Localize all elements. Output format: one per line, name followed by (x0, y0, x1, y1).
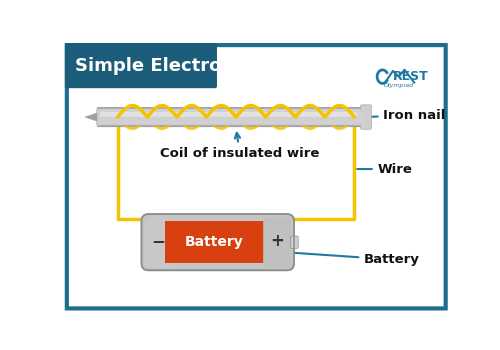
Text: +: + (270, 232, 284, 251)
Text: REST: REST (393, 70, 428, 83)
FancyBboxPatch shape (164, 221, 272, 263)
FancyBboxPatch shape (100, 111, 357, 117)
FancyBboxPatch shape (360, 105, 372, 129)
FancyBboxPatch shape (290, 236, 298, 248)
FancyBboxPatch shape (67, 45, 446, 308)
FancyBboxPatch shape (263, 217, 291, 267)
FancyBboxPatch shape (97, 108, 365, 126)
Text: Simple Electromagnet: Simple Electromagnet (76, 57, 299, 75)
FancyBboxPatch shape (97, 107, 365, 127)
Text: Olympiad: Olympiad (384, 83, 414, 88)
Text: Coil of insulated wire: Coil of insulated wire (160, 133, 320, 160)
FancyBboxPatch shape (100, 121, 356, 124)
FancyBboxPatch shape (65, 43, 217, 88)
Polygon shape (85, 112, 100, 122)
FancyBboxPatch shape (100, 112, 356, 117)
Text: Wire: Wire (357, 162, 412, 176)
FancyBboxPatch shape (142, 214, 294, 270)
FancyBboxPatch shape (97, 110, 365, 125)
Text: Battery: Battery (282, 252, 420, 266)
Text: Battery: Battery (184, 235, 244, 249)
FancyBboxPatch shape (144, 217, 172, 267)
Text: −: − (152, 232, 166, 251)
Text: Iron nail: Iron nail (366, 108, 446, 122)
